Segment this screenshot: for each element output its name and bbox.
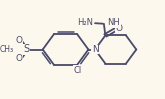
Text: H₂N: H₂N	[77, 18, 93, 27]
Text: N: N	[92, 45, 98, 54]
Text: CH₃: CH₃	[0, 45, 14, 54]
Text: S: S	[23, 44, 30, 55]
Text: O: O	[16, 36, 23, 45]
Text: O: O	[16, 54, 23, 63]
Text: Cl: Cl	[74, 66, 82, 75]
Text: NH: NH	[108, 18, 120, 27]
Text: O: O	[115, 24, 123, 33]
